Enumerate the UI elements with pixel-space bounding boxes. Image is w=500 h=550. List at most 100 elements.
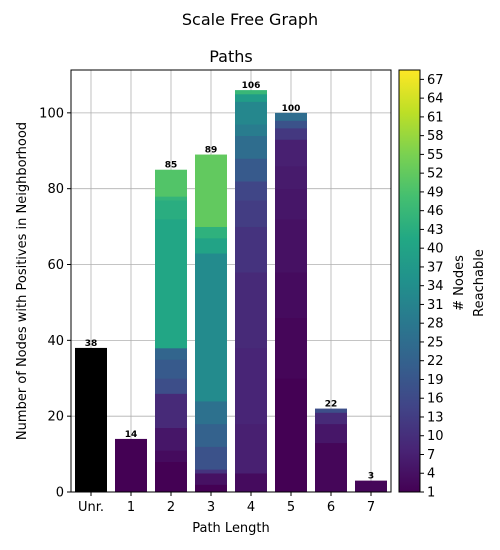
bar-segment bbox=[275, 188, 307, 220]
bar-segment bbox=[195, 473, 227, 485]
bar-value-label: 3 bbox=[368, 472, 374, 482]
y-tick-label: 100 bbox=[39, 106, 64, 121]
colorbar-tick-label: 34 bbox=[427, 279, 444, 294]
x-tick-label: 5 bbox=[287, 500, 295, 515]
colorbar-tick-label: 22 bbox=[427, 354, 444, 369]
bar-3 bbox=[195, 154, 227, 493]
bar-segment bbox=[275, 272, 307, 318]
bar-segment bbox=[235, 423, 267, 474]
y-tick-label: 60 bbox=[47, 258, 64, 273]
bar-segment bbox=[195, 154, 227, 227]
bar-segment bbox=[235, 347, 267, 425]
colorbar-tick-label: 16 bbox=[427, 392, 444, 407]
colorbar-tick-label: 64 bbox=[427, 92, 444, 107]
x-ticks: Unr. 1 2 3 4 5 6 7 bbox=[78, 492, 375, 515]
colorbar-label-line-2: Reachable bbox=[472, 249, 487, 317]
bar-segment bbox=[235, 181, 267, 201]
bar-segment bbox=[315, 408, 347, 413]
y-tick-label: 80 bbox=[47, 182, 64, 197]
colorbar-tick-label: 25 bbox=[427, 335, 444, 350]
y-tick-label: 20 bbox=[47, 410, 64, 425]
bar-segment bbox=[275, 139, 307, 167]
bar-value-label: 100 bbox=[282, 104, 301, 114]
bar-segment bbox=[235, 158, 267, 182]
bar-segment bbox=[155, 450, 187, 463]
bar-segment bbox=[155, 461, 187, 493]
bar-value-label: 85 bbox=[165, 161, 178, 171]
colorbar-frame bbox=[398, 69, 421, 493]
bar-segment bbox=[195, 226, 227, 239]
bar-value-label: 22 bbox=[325, 400, 338, 410]
colorbar-tick-label: 28 bbox=[427, 317, 444, 332]
bar-segment bbox=[195, 484, 227, 493]
chart-suptitle: Scale Free Graph bbox=[182, 10, 318, 29]
colorbar-tick-label: 31 bbox=[427, 298, 444, 313]
bar-segment bbox=[155, 347, 187, 360]
colorbar-tick-label: 37 bbox=[427, 260, 444, 275]
bar-segment bbox=[275, 317, 307, 379]
colorbar-tick-label: 7 bbox=[427, 448, 435, 463]
bar-segment bbox=[315, 423, 347, 444]
bar-segment bbox=[235, 135, 267, 159]
bar-segment bbox=[275, 219, 307, 273]
bar-segment bbox=[155, 200, 187, 220]
plot-frame bbox=[70, 69, 392, 493]
bar-segment bbox=[155, 169, 187, 197]
bar-segment bbox=[195, 469, 227, 474]
x-axis-label: Path Length bbox=[192, 521, 270, 536]
bar-4 bbox=[235, 90, 267, 493]
bar-segment bbox=[275, 120, 307, 129]
x-tick-label: 3 bbox=[207, 500, 215, 515]
x-tick-label: 6 bbox=[327, 500, 335, 515]
bar-value-label: 89 bbox=[205, 146, 218, 156]
x-tick-label: 2 bbox=[167, 500, 175, 515]
bar-segment bbox=[355, 480, 387, 493]
colorbar-tick-label: 55 bbox=[427, 148, 444, 163]
colorbar-tick-label: 49 bbox=[427, 185, 444, 200]
colorbar-tick-label: 10 bbox=[427, 429, 444, 444]
colorbar-tick-label: 13 bbox=[427, 410, 444, 425]
bar-segment bbox=[155, 359, 187, 379]
bar-segment bbox=[235, 200, 267, 227]
bar-segment bbox=[155, 393, 187, 428]
bar-segment bbox=[235, 473, 267, 493]
colorbar-tick-label: 1 bbox=[427, 486, 435, 501]
bar-segment bbox=[155, 196, 187, 201]
bar-segment bbox=[275, 378, 307, 493]
x-tick-label: Unr. bbox=[78, 500, 104, 515]
bar-segment bbox=[155, 378, 187, 394]
bar-6 bbox=[315, 408, 347, 493]
bar-2 bbox=[155, 169, 187, 493]
bar-segment bbox=[235, 124, 267, 136]
bar-segment bbox=[235, 90, 267, 95]
bar-labels-layer: 38 14 85 89 106 100 22 3 bbox=[85, 81, 374, 482]
colorbar-ticks: 1 4 7 10 13 16 19 22 25 28 31 34 37 40 43 46 49 52 55 58 61 6… bbox=[420, 73, 444, 501]
bar-7 bbox=[355, 480, 387, 493]
colorbar: 1 4 7 10 13 16 19 22 25 28 31 34 37 40 43 46 49 52 55 58 61 6… bbox=[398, 69, 487, 501]
colorbar-tick-label: 67 bbox=[427, 73, 444, 88]
bar-segment bbox=[195, 401, 227, 425]
x-tick-label: 4 bbox=[247, 500, 255, 515]
bar-segment bbox=[315, 412, 347, 425]
bar-segment bbox=[275, 128, 307, 140]
bar-segment bbox=[195, 446, 227, 470]
colorbar-tick-label: 43 bbox=[427, 223, 444, 238]
bar-segment bbox=[235, 93, 267, 102]
bar-segment bbox=[275, 165, 307, 190]
colorbar-label: # Nodes Reachable bbox=[452, 249, 487, 317]
colorbar-label-line-1: # Nodes bbox=[452, 255, 467, 311]
bar-5 bbox=[275, 112, 307, 493]
bar-segment bbox=[195, 423, 227, 447]
colorbar-tick-label: 19 bbox=[427, 373, 444, 388]
bar-segment bbox=[75, 347, 107, 492]
colorbar-gradient bbox=[399, 70, 420, 492]
y-axis-label: Number of Nodes with Positives in Neighb… bbox=[15, 122, 30, 440]
chart-title: Paths bbox=[209, 47, 252, 66]
y-tick-label: 40 bbox=[47, 334, 64, 349]
colorbar-tick-label: 61 bbox=[427, 110, 444, 125]
y-tick-label: 0 bbox=[56, 486, 64, 501]
bar-segment bbox=[155, 427, 187, 451]
colorbar-tick-label: 52 bbox=[427, 167, 444, 182]
colorbar-tick-label: 58 bbox=[427, 129, 444, 144]
bar-1 bbox=[115, 438, 147, 493]
